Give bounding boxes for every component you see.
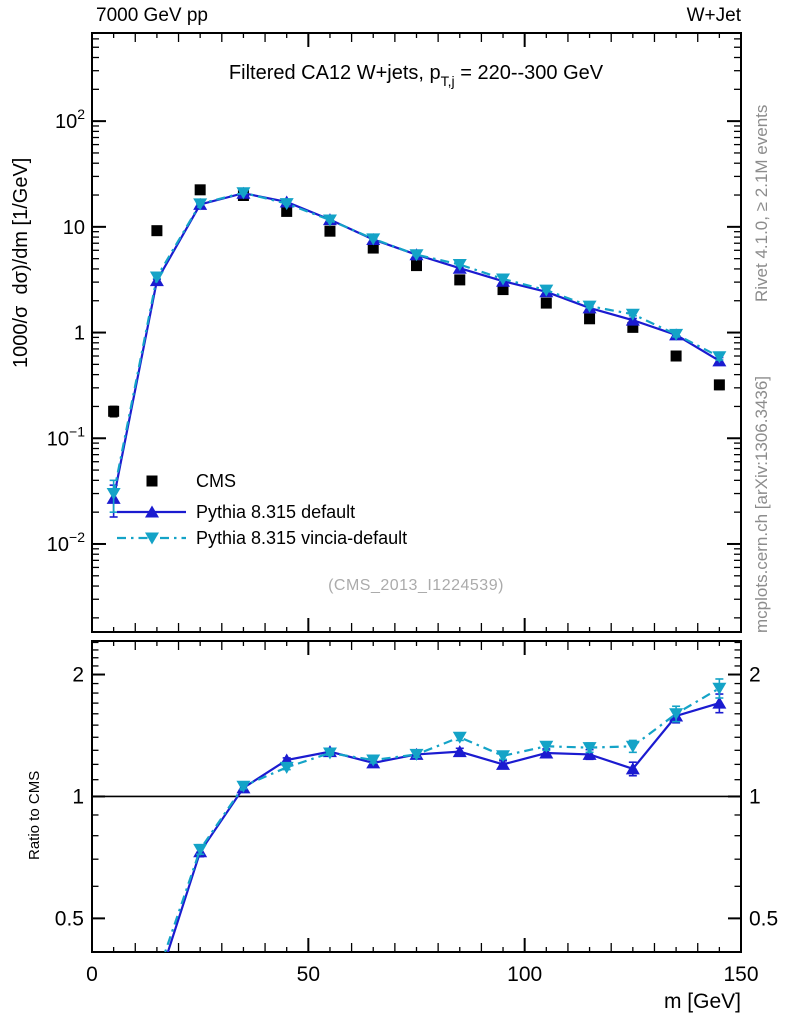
series-pythia-8-315-vincia-default-main [106, 187, 727, 513]
y-ratio-tick-label-left: 1 [72, 785, 84, 808]
legend-item-pythia-8-315-default: Pythia 8.315 default [117, 502, 355, 522]
series-pythia-8-315-vincia-default-ratio [163, 678, 727, 952]
process-label: W+Jet [686, 5, 741, 26]
y-axis-ratio-tick-labels: 2 2 1 1 0.5 0.5 [55, 664, 778, 931]
legend-item-cms: CMS [146, 471, 236, 491]
y-main-tick-label: 1 [74, 323, 85, 345]
y-main-tick-label: 10−2 [47, 529, 85, 556]
legend-label: Pythia 8.315 default [196, 502, 355, 522]
x-axis-title: m [GeV] [663, 990, 741, 1013]
main-panel-frame [91, 32, 742, 633]
x-axis-ticks [91, 33, 742, 952]
y-ratio-tick-label-right: 2 [749, 664, 761, 687]
y-main-tick-label: 10 [63, 217, 85, 239]
x-axis-tick-labels: 0 50 100 150 [86, 963, 758, 986]
x-tick-label: 100 [507, 963, 542, 986]
y-axis-main-ticks [92, 38, 741, 619]
x-tick-label: 0 [86, 963, 98, 986]
y-main-tick-label: 102 [55, 106, 85, 133]
series-cms-main [108, 184, 725, 418]
mcplots-credit-note: mcplots.cern.ch [arXiv:1306.3436] [752, 375, 771, 633]
plot-title-main: Filtered CA12 W+jets, p [228, 62, 441, 84]
y-main-tick-label: 10−1 [47, 423, 85, 450]
x-tick-label: 50 [297, 963, 320, 986]
beam-energy-label: 7000 GeV pp [96, 5, 208, 26]
series-pythia-8-315-default-main [106, 186, 727, 518]
plot-title: Filtered CA12 W+jets, pT,j = 220--300 Ge… [132, 62, 700, 89]
y-ratio-tick-label-left: 0.5 [55, 907, 84, 930]
legend-label: CMS [196, 471, 236, 491]
legend-label: Pythia 8.315 vincia-default [196, 528, 407, 548]
y-ratio-tick-label-right: 1 [749, 785, 761, 808]
plot-title-subscript: T,j [440, 73, 455, 89]
analysis-id-watermark: (CMS_2013_I1224539) [328, 577, 504, 594]
panel-frames [91, 32, 742, 953]
x-tick-label: 150 [723, 963, 758, 986]
y-ratio-tick-label-right: 0.5 [749, 907, 778, 930]
y-axis-main-tick-labels: 102 10 1 10−1 10−2 [47, 106, 85, 556]
y-axis-title-main: 1000/σ dσ)/dm [1/GeV] [10, 157, 32, 368]
y-ratio-tick-label-left: 2 [72, 664, 84, 687]
legend: CMS Pythia 8.315 default Pythia 8.315 vinc… [117, 471, 407, 548]
y-axis-ratio-ticks [92, 641, 741, 920]
rivet-version-note: Rivet 4.1.0, ≥ 2.1M events [752, 104, 771, 302]
legend-item-pythia-8-315-vincia-default: Pythia 8.315 vincia-default [117, 528, 407, 548]
plot-title-rest: = 220--300 GeV [454, 62, 604, 84]
y-axis-title-ratio: Ratio to CMS [26, 770, 43, 860]
